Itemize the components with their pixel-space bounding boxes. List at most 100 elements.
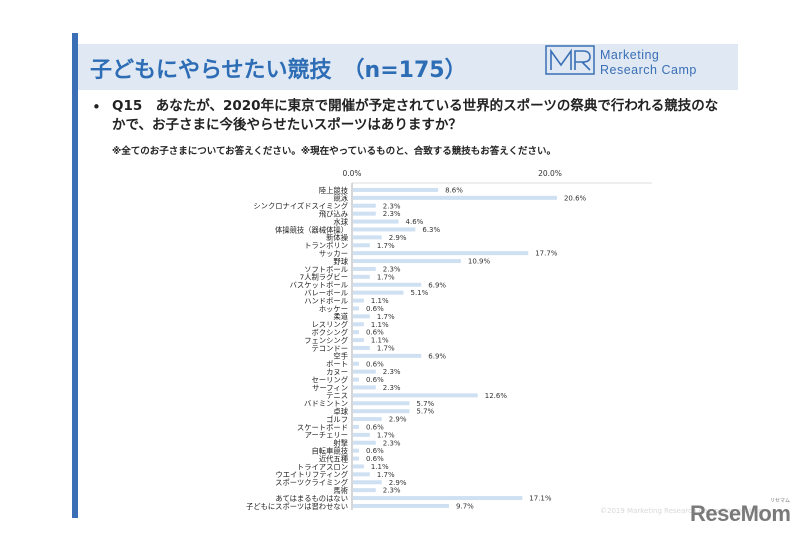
bar — [353, 187, 439, 192]
value-label: 2.3% — [383, 368, 401, 376]
bar — [353, 290, 404, 295]
value-label: 5.7% — [416, 408, 434, 416]
category-label: あてはまるものはない — [275, 494, 348, 503]
bar — [353, 496, 523, 501]
bar — [353, 409, 410, 414]
logo-line-1: Marketing — [600, 48, 660, 62]
category-label: サーフィン — [312, 383, 348, 392]
category-label: 新体操 — [326, 233, 349, 242]
value-label: 1.1% — [371, 463, 389, 471]
value-label: 2.9% — [389, 479, 407, 487]
bar — [353, 338, 364, 343]
bar — [353, 314, 370, 319]
bar — [353, 361, 359, 366]
value-label: 9.7% — [456, 502, 474, 510]
bar — [353, 385, 376, 390]
value-label: 4.6% — [406, 218, 424, 226]
bar — [353, 440, 376, 445]
resemom-ruby: リセマム — [770, 498, 791, 504]
bar — [353, 243, 370, 248]
title-band — [78, 44, 738, 90]
category-label: 7人制ラグビー — [300, 273, 348, 282]
category-label: スケートボード — [297, 423, 348, 432]
page-title: 子どもにやらせたい競技 （n=175） — [90, 58, 467, 83]
category-label: 子どもにスポーツは習わせない — [246, 502, 348, 511]
value-label: 1.7% — [377, 242, 395, 250]
copyright-footer: ©2019 Marketing Research Camp Corporatio… — [600, 507, 763, 515]
value-label: 1.1% — [371, 321, 389, 329]
value-label: 17.7% — [535, 250, 558, 258]
bar — [353, 345, 370, 350]
bar — [353, 393, 478, 398]
bar — [353, 401, 410, 406]
category-label: 射撃 — [333, 439, 348, 448]
bar — [353, 472, 370, 477]
category-label: スポーツクライミング — [275, 478, 348, 487]
value-label: 1.7% — [377, 344, 395, 352]
value-label: 6.9% — [428, 281, 446, 289]
logo-text: Marketing Research Camp — [600, 48, 697, 78]
category-label: ハンドボール — [304, 296, 348, 305]
category-label: 自転車競技 — [312, 446, 349, 455]
value-label: 0.6% — [366, 376, 384, 384]
bar — [353, 195, 557, 200]
bar — [353, 251, 529, 256]
value-label: 1.7% — [377, 273, 395, 281]
category-label: 飛び込み — [319, 209, 348, 218]
bar — [353, 464, 364, 469]
value-label: 2.3% — [383, 487, 401, 495]
category-label: 野球 — [333, 257, 348, 266]
category-label: セーリング — [312, 375, 348, 384]
category-label: ソフトボール — [304, 265, 348, 274]
value-label: 1.1% — [371, 337, 389, 345]
bar — [353, 369, 376, 374]
bar — [353, 274, 370, 279]
value-label: 2.9% — [389, 416, 407, 424]
value-label: 2.3% — [383, 210, 401, 218]
category-label: ボクシング — [312, 328, 348, 337]
value-label: 1.7% — [377, 313, 395, 321]
value-label: 0.6% — [366, 329, 384, 337]
bar — [353, 424, 359, 429]
value-label: 2.3% — [383, 439, 401, 447]
bar — [353, 306, 359, 311]
bar — [353, 456, 359, 461]
value-label: 10.9% — [468, 258, 491, 266]
bar — [353, 503, 450, 508]
category-label: アーチェリー — [305, 431, 348, 440]
question-text: Q15 あなたが、2020年に東京で開催が予定されている世界的スポーツの祭典で行… — [112, 98, 719, 133]
category-label: 卓球 — [333, 407, 348, 416]
value-label: 2.3% — [383, 265, 401, 273]
category-label: バドミントン — [304, 399, 348, 408]
value-label: 0.6% — [366, 305, 384, 313]
bar — [353, 219, 399, 224]
value-label: 0.6% — [366, 423, 384, 431]
value-label: 0.6% — [366, 360, 384, 368]
value-label: 5.1% — [410, 289, 428, 297]
x-tick-label: 20.0% — [538, 169, 562, 178]
bar — [353, 322, 364, 327]
category-label: 空手 — [333, 352, 348, 361]
bar — [353, 203, 376, 208]
value-label: 2.3% — [383, 202, 401, 210]
category-label: テコンドー — [312, 344, 348, 353]
category-label: ゴルフ — [326, 415, 348, 424]
value-label: 5.7% — [416, 400, 434, 408]
mr-logo-icon — [545, 45, 595, 75]
bar — [353, 480, 382, 485]
question-note: ※全てのお子さまについてお答えください。※現在やっているものと、合致する競技もお… — [112, 146, 556, 157]
category-label: 水球 — [333, 217, 348, 226]
category-label: バレーボール — [304, 288, 348, 297]
bar — [353, 211, 376, 216]
category-label: 馬術 — [333, 486, 348, 495]
category-label: ホッケー — [319, 304, 348, 313]
value-label: 1.7% — [377, 431, 395, 439]
bar — [353, 227, 416, 232]
value-label: 8.6% — [445, 186, 463, 194]
bar — [353, 417, 382, 422]
category-label: バスケットボール — [290, 281, 348, 290]
bar — [353, 377, 359, 382]
category-label: ボート — [326, 360, 348, 369]
